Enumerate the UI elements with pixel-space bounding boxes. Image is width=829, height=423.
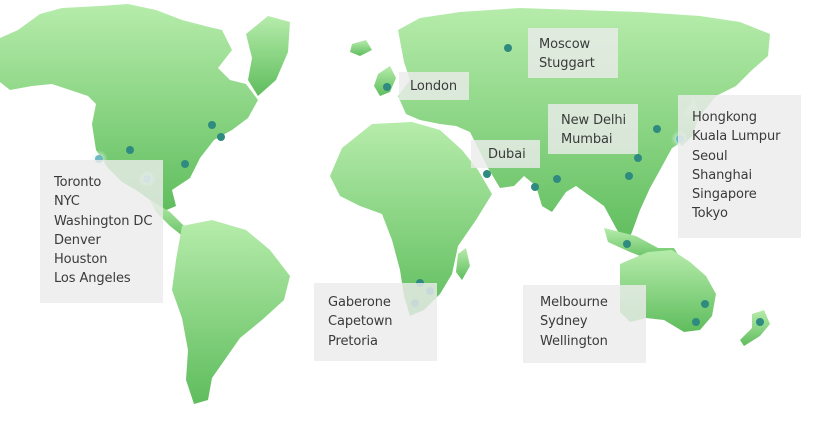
city-marker[interactable] [756, 318, 764, 326]
city-label: Dubai [488, 147, 526, 162]
city-label: Washington DC [54, 213, 153, 229]
city-label: Hongkong [692, 110, 757, 125]
city-label: Tokyo [692, 206, 728, 222]
label-box-india: New Delhi Mumbai [548, 104, 638, 154]
city-label: Gaberone [328, 295, 391, 310]
landmass-africa [330, 122, 492, 316]
city-label: New Delhi [561, 113, 627, 128]
city-marker[interactable] [504, 44, 512, 52]
landmass-new-zealand [740, 310, 770, 346]
city-label: Denver [54, 232, 101, 248]
city-marker[interactable] [483, 170, 491, 178]
city-marker[interactable] [623, 240, 631, 248]
landmass-madagascar [456, 248, 470, 280]
city-marker[interactable] [653, 125, 661, 133]
landmass-greenland [246, 16, 290, 96]
label-box-uk: London [399, 72, 469, 100]
city-label: Wellington [540, 333, 608, 349]
city-marker[interactable] [553, 175, 561, 183]
label-box-middle-east: Dubai [471, 140, 540, 168]
city-label: Moscow [539, 37, 591, 52]
city-label: Seoul [692, 148, 728, 164]
label-box-north-america: Toronto NYC Washington DC Denver Houston… [40, 160, 163, 303]
landmass-south-america [172, 220, 290, 404]
city-label: London [410, 79, 458, 94]
city-marker[interactable] [181, 160, 189, 168]
landmass-iceland [350, 40, 372, 56]
city-label: Pretoria [328, 333, 378, 349]
city-label: Shanghai [692, 167, 752, 183]
city-label: Singapore [692, 187, 757, 203]
label-box-oceania: Melbourne Sydney Wellington [523, 285, 646, 363]
city-label: NYC [54, 194, 80, 210]
city-label: Houston [54, 252, 108, 268]
city-marker[interactable] [531, 183, 539, 191]
city-label: Capetown [328, 314, 393, 330]
city-marker[interactable] [634, 154, 642, 162]
city-marker[interactable] [625, 172, 633, 180]
label-box-east-asia: Hongkong Kuala Lumpur Seoul Shanghai Sin… [678, 95, 801, 238]
landmass-uk [374, 66, 396, 96]
city-label: Melbourne [540, 295, 608, 310]
city-marker[interactable] [701, 300, 709, 308]
city-marker[interactable] [126, 146, 134, 154]
city-label: Mumbai [561, 132, 613, 148]
city-label: Toronto [54, 175, 102, 190]
city-label: Stuggart [539, 56, 595, 72]
city-marker[interactable] [208, 121, 216, 129]
label-box-europe-russia: Moscow Stuggart [528, 28, 618, 78]
label-box-southern-africa: Gaberone Capetown Pretoria [314, 283, 437, 361]
city-marker[interactable] [383, 83, 391, 91]
landmass-north-america [0, 4, 258, 212]
city-label: Kuala Lumpur [692, 129, 781, 145]
city-marker[interactable] [217, 133, 225, 141]
city-label: Sydney [540, 314, 588, 330]
city-marker[interactable] [692, 318, 700, 326]
city-label: Los Angeles [54, 271, 131, 287]
